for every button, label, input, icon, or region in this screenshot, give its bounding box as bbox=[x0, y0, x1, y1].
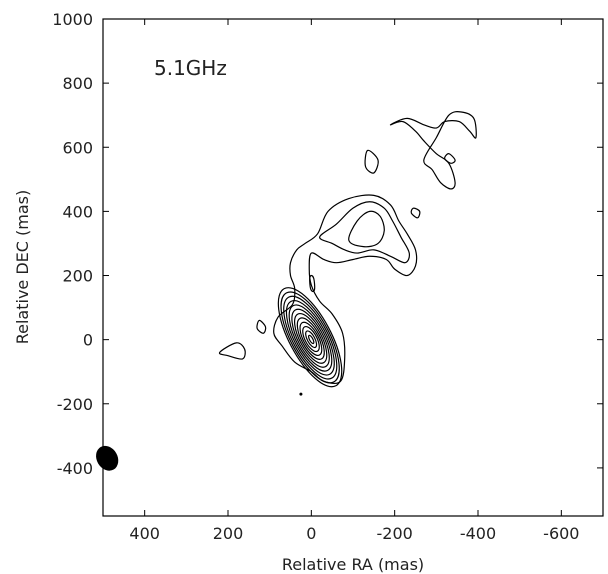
core-contour-10 bbox=[302, 325, 320, 353]
y-tick-label: 200 bbox=[62, 267, 93, 286]
x-tick-labels: 400 200 0 -200 -400 -600 bbox=[129, 524, 579, 543]
x-tick-label: -600 bbox=[543, 524, 579, 543]
contour-left-blob-1 bbox=[364, 149, 379, 174]
plot-frame bbox=[102, 18, 604, 517]
x-tick-label: 400 bbox=[129, 524, 160, 543]
contour-knot-near-core bbox=[309, 274, 316, 293]
y-tick-label: -200 bbox=[57, 395, 93, 414]
core-contour-3 bbox=[283, 295, 338, 380]
frequency-annotation: 5.1GHz bbox=[154, 56, 227, 80]
extra-points bbox=[299, 392, 303, 396]
contour-left-blob-4 bbox=[218, 342, 246, 360]
y-tick-labels: 1000 800 600 400 200 0 -200 -400 bbox=[52, 10, 93, 478]
x-tick-label: 200 bbox=[213, 524, 244, 543]
contour-outer-plume bbox=[389, 111, 477, 190]
x-tick-label: 0 bbox=[306, 524, 316, 543]
y-tick-label: 800 bbox=[62, 74, 93, 93]
core-contour-9 bbox=[299, 321, 323, 357]
y-tick-label: 600 bbox=[62, 138, 93, 157]
contour-plume-blob bbox=[444, 153, 456, 164]
core-contour-11 bbox=[305, 330, 318, 349]
y-tick-label: 0 bbox=[83, 331, 93, 350]
core-contour-12 bbox=[308, 334, 315, 345]
y-tick-label: 400 bbox=[62, 202, 93, 221]
contour-left-blob-3 bbox=[256, 319, 267, 334]
contour-inner-jet-2 bbox=[348, 210, 385, 248]
core-contour-2 bbox=[280, 291, 340, 384]
contour-inner-jet-1 bbox=[319, 201, 410, 264]
y-tick-label: 1000 bbox=[52, 10, 93, 29]
core-contour-4 bbox=[285, 300, 335, 376]
x-tick-label: -200 bbox=[377, 524, 413, 543]
y-tick-label: -400 bbox=[57, 459, 93, 478]
core-contour-6 bbox=[291, 308, 330, 368]
core-contour-5 bbox=[288, 304, 333, 372]
x-axis-label: Relative RA (mas) bbox=[282, 555, 424, 574]
core-contour-7 bbox=[294, 313, 328, 364]
y-axis-label: Relative DEC (mas) bbox=[13, 190, 32, 345]
axis-ticks bbox=[103, 18, 603, 516]
contour-outer-jet bbox=[273, 194, 418, 384]
contour-left-blob-2 bbox=[410, 207, 421, 219]
noise-point-0 bbox=[299, 392, 303, 396]
contour-layer bbox=[218, 111, 477, 388]
beam-ellipse bbox=[96, 445, 119, 471]
core-contour-1 bbox=[277, 287, 343, 388]
x-tick-label: -400 bbox=[460, 524, 496, 543]
core-contour-8 bbox=[296, 317, 325, 360]
